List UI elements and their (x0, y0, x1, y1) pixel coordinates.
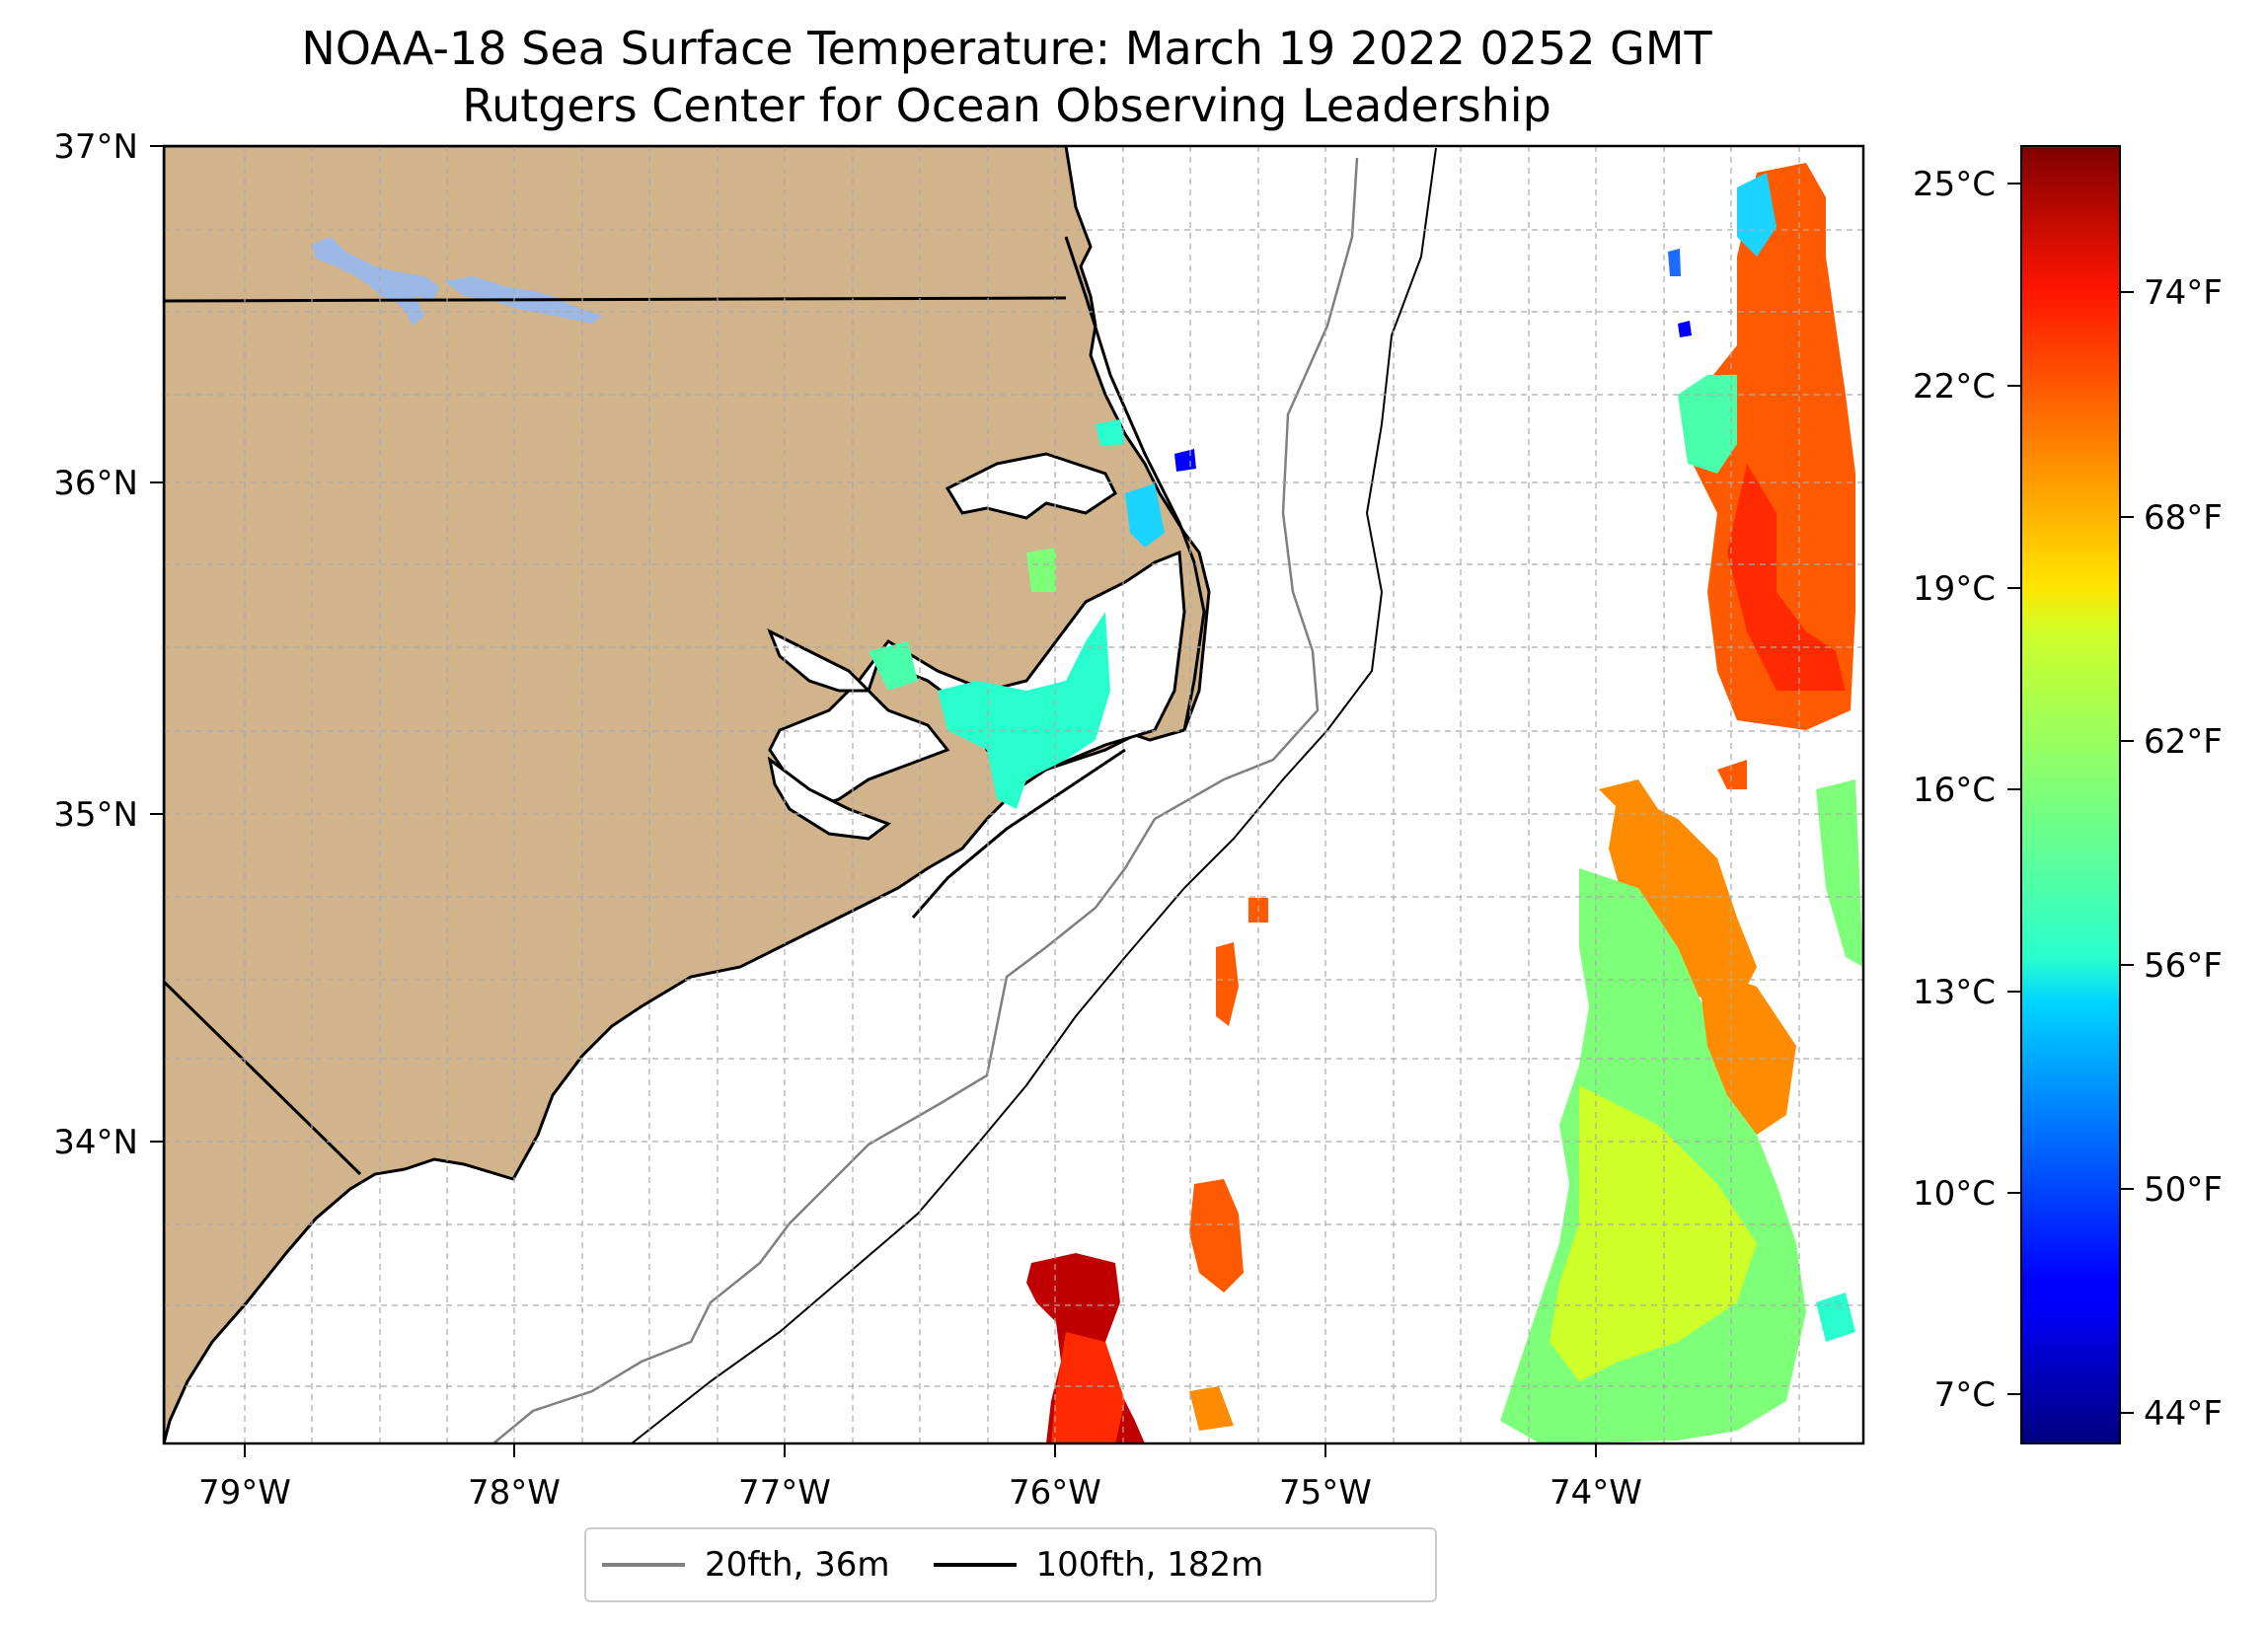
map-frame (162, 144, 1865, 1445)
colorbar-c-label: 16°C (1913, 771, 1996, 810)
colorbar-fahrenheit-ticks (2120, 291, 2134, 1414)
title-line-2: Rutgers Center for Ocean Observing Leade… (462, 79, 1551, 132)
colorbar-f-label: 68°F (2144, 498, 2223, 538)
lake-kerr (312, 237, 439, 326)
neuse-river (767, 756, 892, 841)
colorbar-c-label: 19°C (1913, 569, 1996, 609)
land-north-carolina (164, 146, 1211, 1443)
colorbar (2020, 145, 2121, 1444)
state-border-va-nc (164, 296, 1067, 303)
isobath-20fth (492, 157, 1359, 1443)
colorbar-c-label: 13°C (1913, 973, 1996, 1012)
graticule (164, 146, 1863, 1443)
isobath-legend: 20fth, 36m 100fth, 182m (584, 1527, 1437, 1602)
lon-axis (244, 1443, 1597, 1457)
lat-tick-label: 35°N (53, 795, 138, 835)
lat-tick-label: 36°N (53, 464, 138, 503)
colorbar-c-label: 22°C (1913, 367, 1996, 406)
lat-tick-label: 37°N (53, 127, 138, 167)
lon-tick-label: 79°W (198, 1473, 291, 1513)
colorbar-f-label: 50°F (2144, 1170, 2223, 1210)
colorbar-c-label: 10°C (1913, 1174, 1996, 1214)
lon-tick-label: 74°W (1550, 1473, 1642, 1513)
legend-item-100fth: 100fth, 182m (933, 1545, 1264, 1585)
outer-banks (911, 236, 1206, 919)
colorbar-f-label: 62°F (2144, 722, 2223, 762)
legend-item-20fth: 20fth, 36m (602, 1545, 890, 1585)
legend-swatch-20fth (602, 1563, 685, 1567)
colorbar-f-label: 56°F (2144, 946, 2223, 986)
colorbar-f-label: 74°F (2144, 273, 2223, 313)
isobath-100fth (631, 147, 1437, 1443)
lon-tick-label: 77°W (738, 1473, 831, 1513)
legend-swatch-100fth (933, 1563, 1017, 1567)
lat-tick-label: 34°N (53, 1123, 138, 1162)
title-line-1: NOAA-18 Sea Surface Temperature: March 1… (301, 22, 1712, 75)
colorbar-c-label: 25°C (1913, 165, 1996, 204)
albemarle-sound (945, 452, 1117, 520)
colorbar-celsius-ticks (2007, 183, 2021, 1395)
lon-tick-label: 76°W (1009, 1473, 1101, 1513)
colorbar-c-label: 7°C (1934, 1375, 1996, 1415)
sst-data-layer (869, 163, 1863, 1443)
legend-label-20fth: 20fth, 36m (705, 1545, 890, 1585)
lon-tick-label: 75°W (1279, 1473, 1372, 1513)
lon-tick-label: 78°W (468, 1473, 561, 1513)
colorbar-f-label: 44°F (2144, 1394, 2223, 1434)
legend-label-100fth: 100fth, 182m (1035, 1545, 1264, 1585)
map-title: NOAA-18 Sea Surface Temperature: March 1… (158, 20, 1855, 134)
lat-axis (150, 145, 164, 1143)
